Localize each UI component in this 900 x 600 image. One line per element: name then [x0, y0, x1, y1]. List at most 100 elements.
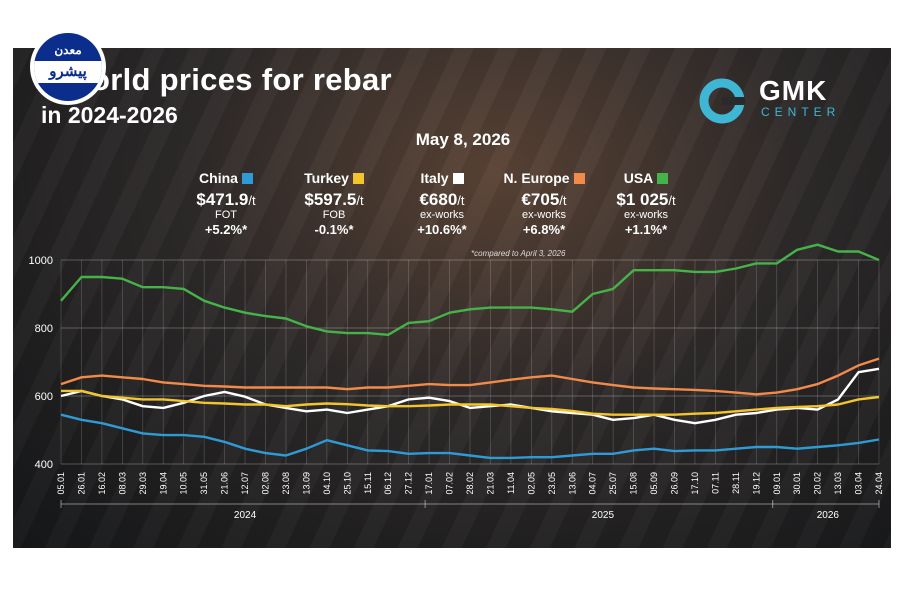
x-tick-label: 17.01 [424, 472, 434, 495]
stat-unit: /t [356, 193, 364, 208]
stat-name: USA [623, 170, 654, 186]
stat-basis: FOT [215, 209, 237, 221]
x-tick-label: 28.02 [465, 472, 475, 495]
series-line-usa [60, 243, 880, 336]
x-tick-label: 21.03 [485, 472, 495, 495]
x-tick-label: 27.12 [404, 472, 414, 495]
price-chart: 400 600 800 1000 05.01 26.01 16.02 08.03 29.03 19… [29, 243, 884, 521]
x-tick-label: 02.08 [261, 472, 271, 495]
x-tick-label: 02.05 [526, 472, 536, 495]
x-tick-label: 06.12 [383, 472, 393, 495]
x-tick-label: 15.08 [629, 472, 639, 495]
stat-price: $597.5 [304, 190, 357, 209]
x-tick-label: 19.12 [751, 472, 761, 495]
x-tick-label: 31.05 [199, 472, 209, 495]
logo-text-top: معدن [54, 43, 82, 57]
x-tick-label: 05.01 [56, 472, 66, 495]
stat-turkey: Turkey $597.5/t FOB -0.1%* [279, 170, 389, 237]
x-tick-label: 26.09 [670, 472, 680, 495]
stat-name: Italy [420, 170, 449, 186]
gmk-logo-icon [699, 78, 745, 124]
legend-swatch [241, 173, 253, 184]
y-tick-label: 600 [35, 391, 53, 403]
stat-n-europe: N. Europe €705/t ex-works +6.8%* [489, 170, 599, 237]
stat-basis: FOB [322, 209, 346, 221]
stat-price: €680 [419, 190, 458, 209]
legend-swatch [352, 173, 364, 184]
y-tick-label: 1000 [29, 255, 53, 267]
stat-change: +1.1%* [624, 222, 668, 237]
x-tick-label: 20.02 [813, 472, 823, 495]
x-tick-label: 04.10 [322, 472, 332, 495]
stat-price: €705 [521, 190, 560, 209]
x-tick-label: 28.11 [731, 472, 741, 494]
x-tick-label: 05.09 [649, 472, 659, 495]
stat-basis: ex-works [419, 209, 464, 221]
comparison-note: *compared to April 3, 2026 [471, 249, 566, 258]
stat-price: $1 025 [616, 190, 669, 209]
series-line-n-europe [60, 357, 880, 396]
report-date: May 8, 2026 [415, 130, 511, 149]
x-tick-label: 30.01 [792, 472, 802, 495]
legend-swatch [452, 173, 464, 184]
stat-name: N. Europe [503, 170, 570, 186]
x-tick-label: 16.02 [97, 472, 107, 495]
stat-unit: /t [668, 193, 676, 208]
x-tick-label: 17.10 [690, 472, 700, 495]
x-tick-label: 11.04 [506, 472, 516, 494]
brand-subtitle: CENTER [761, 105, 841, 119]
stat-name: China [199, 170, 238, 186]
x-tick-label: 29.03 [138, 472, 148, 495]
x-tick-label: 26.01 [76, 472, 86, 495]
brand-name: GMK [759, 75, 828, 106]
stat-italy: Italy €680/t ex-works +10.6%* [387, 170, 497, 237]
series-line-china [60, 413, 880, 460]
x-tick-label: 08.03 [117, 472, 127, 495]
site-logo: معدن پیشرو [30, 29, 106, 105]
x-tick-label: 09.01 [772, 472, 782, 495]
x-tick-label: 10.05 [179, 472, 189, 495]
x-tick-label: 13.03 [833, 472, 843, 495]
x-tick-label: 13.09 [301, 472, 311, 495]
year-label: 2025 [592, 510, 615, 521]
logo-text-bottom: پیشرو [49, 63, 87, 80]
stat-basis: ex-works [623, 209, 668, 221]
series-line-turkey [61, 389, 880, 416]
x-tick-label: 21.06 [220, 472, 230, 495]
y-tick-label: 800 [35, 323, 53, 335]
x-tick-label: 04.07 [588, 472, 598, 495]
year-label: 2026 [817, 510, 840, 521]
y-tick-label: 400 [35, 459, 53, 471]
stat-usa: USA $1 025/t ex-works +1.1%* [591, 170, 701, 237]
x-tick-label: 13.06 [567, 472, 577, 495]
x-tick-label: 23.05 [547, 472, 557, 495]
chart-subtitle: in 2024-2026 [41, 102, 178, 128]
x-tick-label: 25.10 [342, 472, 352, 495]
x-tick-label: 07.02 [445, 472, 455, 495]
chart-title: orld prices for rebar [91, 62, 392, 97]
stat-unit: /t [559, 193, 567, 208]
x-tick-label: 12.07 [240, 472, 250, 495]
x-tick-label: 19.04 [158, 472, 168, 495]
stat-change: +10.6%* [417, 222, 467, 237]
stat-change: -0.1%* [314, 222, 354, 237]
stat-change: +6.8%* [522, 222, 566, 237]
stat-unit: /t [457, 193, 465, 208]
x-tick-label: 15.11 [363, 472, 373, 494]
x-tick-label: 03.04 [854, 472, 864, 495]
x-tick-label: 07.11 [710, 472, 720, 494]
x-tick-label: 24.04 [874, 472, 884, 495]
year-label: 2024 [234, 510, 257, 521]
legend-swatch [573, 173, 585, 184]
stat-basis: ex-works [521, 209, 566, 221]
stat-change: +5.2%* [204, 222, 248, 237]
stat-name: Turkey [304, 170, 349, 186]
stat-price: $471.9 [196, 190, 249, 209]
series-line-italy [60, 367, 880, 425]
x-tick-label: 23.08 [281, 472, 291, 495]
stat-china: China $471.9/t FOT +5.2%* [171, 170, 281, 237]
stat-unit: /t [248, 193, 256, 208]
infographic-panel: 400 600 800 1000 05.01 26.01 16.02 08.03 29.03 19… [13, 48, 891, 548]
legend-swatch [657, 173, 669, 184]
x-tick-label: 25.07 [608, 472, 618, 495]
